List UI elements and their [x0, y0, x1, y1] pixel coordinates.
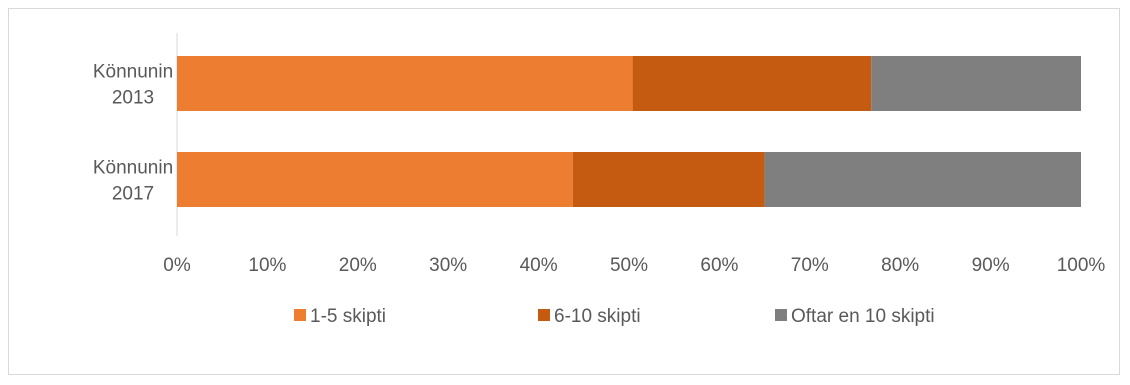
- bar-segment-2-2: [572, 152, 765, 207]
- category-label-2-line-1: Könnunin: [93, 158, 173, 179]
- x-axis-tick-labels: 0% 10% 20% 30% 40% 50% 60% 70% 80% 90% 100%: [163, 255, 1105, 276]
- bar-segment-2-1: [177, 152, 573, 207]
- legend-swatch-1: [294, 309, 306, 321]
- category-label-1-line-2: 2013: [112, 88, 154, 109]
- category-label-1-line-1: Könnunin: [93, 62, 173, 83]
- x-tick-label-5: 50%: [610, 255, 648, 276]
- legend: 1-5 skipti 6-10 skipti Oftar en 10 skipti: [294, 306, 935, 327]
- category-labels: Könnunin 2013 Könnunin 2017: [93, 62, 173, 205]
- x-tick-label-2: 20%: [339, 255, 377, 276]
- bar-segment-1-1: [177, 56, 633, 111]
- legend-swatch-2: [538, 309, 550, 321]
- x-tick-label-3: 30%: [429, 255, 467, 276]
- legend-swatch-3: [775, 309, 787, 321]
- bar-segment-2-3: [764, 152, 1081, 207]
- bar-segment-1-2: [632, 56, 872, 111]
- x-tick-label-6: 60%: [700, 255, 738, 276]
- x-tick-label-7: 70%: [791, 255, 829, 276]
- bar-segment-1-3: [871, 56, 1081, 111]
- x-tick-label-9: 90%: [972, 255, 1010, 276]
- bars-group: [177, 56, 1081, 207]
- category-label-2-line-2: 2017: [112, 184, 154, 205]
- legend-label-2: 6-10 skipti: [554, 306, 641, 327]
- legend-label-1: 1-5 skipti: [310, 306, 386, 327]
- x-tick-label-8: 80%: [881, 255, 919, 276]
- legend-label-3: Oftar en 10 skipti: [791, 306, 935, 327]
- x-tick-label-10: 100%: [1057, 255, 1106, 276]
- x-tick-label-0: 0%: [163, 255, 191, 276]
- x-tick-label-1: 10%: [248, 255, 286, 276]
- x-tick-label-4: 40%: [520, 255, 558, 276]
